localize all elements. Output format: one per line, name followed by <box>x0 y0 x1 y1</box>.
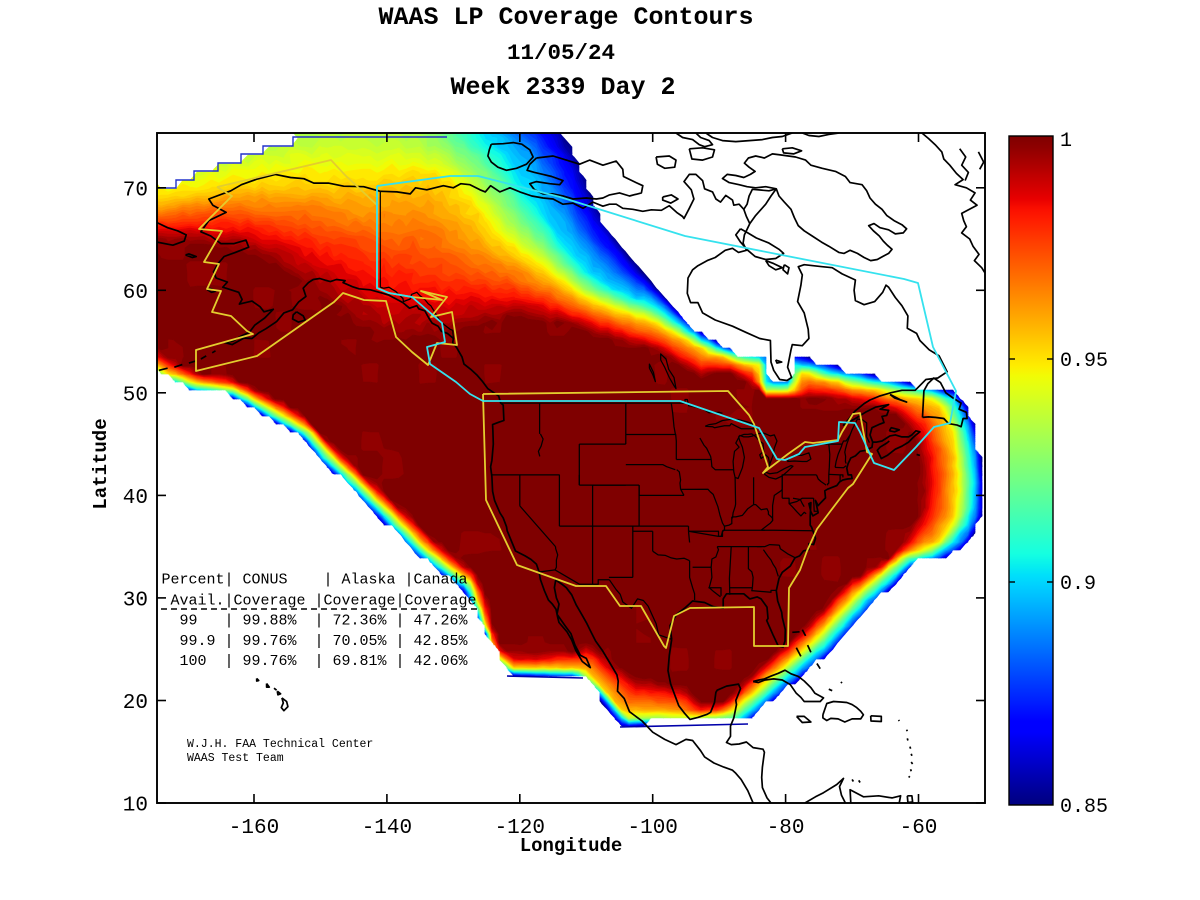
svg-text:Week 2339 Day 2: Week 2339 Day 2 <box>450 73 675 102</box>
svg-text:WAAS LP Coverage Contours: WAAS LP Coverage Contours <box>378 3 753 32</box>
svg-text:Longitude: Longitude <box>520 835 623 857</box>
svg-text:-120: -120 <box>495 817 545 840</box>
svg-text:0.85: 0.85 <box>1060 796 1108 819</box>
svg-text:0.95: 0.95 <box>1060 350 1108 373</box>
svg-text:11/05/24: 11/05/24 <box>507 40 615 66</box>
svg-text:30: 30 <box>123 589 148 612</box>
svg-text:99.9 | 99.76% | 70.05% | 42.8: 99.9 | 99.76% | 70.05% | 42.85% <box>162 633 469 650</box>
svg-text:Percent| CONUS | Alaska |Ca: Percent| CONUS | Alaska |Canada <box>162 572 468 589</box>
svg-text:70: 70 <box>123 179 148 202</box>
svg-text:-100: -100 <box>627 817 677 840</box>
svg-text:40: 40 <box>123 487 148 510</box>
svg-text:1: 1 <box>1060 130 1072 153</box>
svg-text:-80: -80 <box>767 817 805 840</box>
svg-text:100 | 99.76% | 69.81% | 42.0: 100 | 99.76% | 69.81% | 42.06% <box>162 653 469 670</box>
svg-text:-160: -160 <box>229 817 279 840</box>
svg-text:-140: -140 <box>362 817 412 840</box>
svg-text:Avail.|Coverage |Coverage|Cove: Avail.|Coverage |Coverage|Coverage <box>162 593 477 610</box>
svg-text:Latitude: Latitude <box>90 418 112 509</box>
svg-text:10: 10 <box>123 795 148 818</box>
svg-text:20: 20 <box>123 692 148 715</box>
svg-text:50: 50 <box>123 384 148 407</box>
svg-text:99 | 99.88% | 72.36% | 47.2: 99 | 99.88% | 72.36% | 47.26% <box>162 613 469 630</box>
svg-text:W.J.H. FAA Technical Center: W.J.H. FAA Technical Center <box>187 738 373 751</box>
svg-text:WAAS Test Team: WAAS Test Team <box>187 752 284 765</box>
svg-text:-60: -60 <box>900 817 938 840</box>
svg-text:0.9: 0.9 <box>1060 573 1096 596</box>
svg-text:60: 60 <box>123 282 148 305</box>
